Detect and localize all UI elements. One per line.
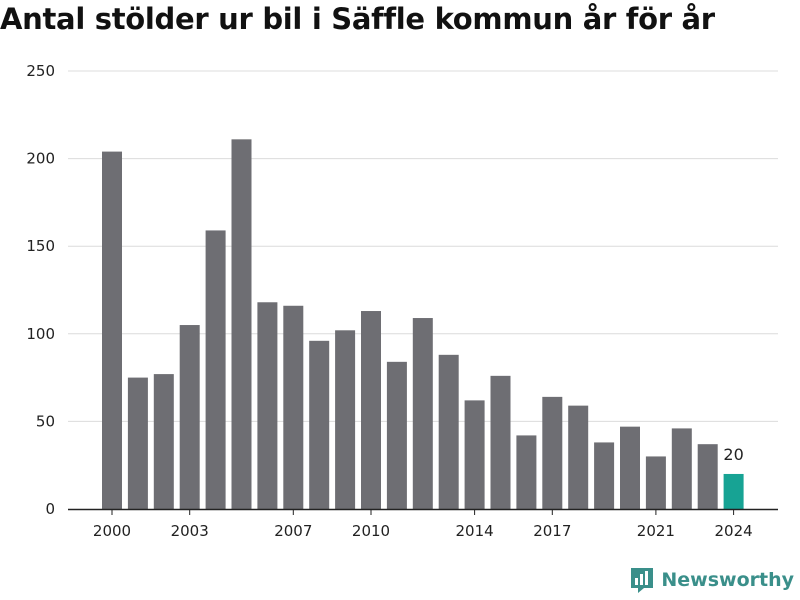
x-tick-label: 2021 (637, 522, 675, 540)
data-labels: 20 (723, 445, 743, 464)
x-tick-label: 2000 (93, 522, 131, 540)
data-label-2024: 20 (723, 445, 743, 464)
bar-2000 (102, 151, 122, 510)
brand-name: Newsworthy (661, 569, 794, 591)
y-tick-label: 200 (26, 150, 55, 168)
bar-2017 (542, 396, 563, 509)
y-tick-label: 100 (26, 325, 55, 343)
bar-2007 (283, 305, 304, 509)
bar-2002 (153, 374, 174, 509)
bar-2016 (516, 435, 537, 509)
bar-2022 (671, 428, 692, 509)
bar-2021 (645, 456, 666, 509)
y-tick-label: 250 (26, 62, 55, 80)
bars (102, 139, 744, 510)
bar-2018 (568, 405, 589, 509)
bar-2023 (697, 444, 718, 509)
y-axis-ticks: 0 50 100 150 200 250 (26, 62, 55, 518)
y-tick-label: 150 (26, 237, 55, 255)
y-tick-label: 50 (36, 412, 55, 430)
bar-2010 (361, 311, 381, 509)
bar-2014 (464, 400, 485, 509)
x-tick-label: 2024 (715, 522, 753, 540)
bar-2024 (723, 473, 744, 509)
bar-2013 (438, 354, 459, 509)
bar-2012 (412, 318, 433, 509)
bar-2019 (594, 442, 615, 509)
x-tick-label: 2003 (171, 522, 209, 540)
chart-title: Antal stölder ur bil i Säffle kommun år … (0, 2, 715, 36)
bar-2005 (231, 139, 252, 509)
bar-2006 (257, 302, 278, 509)
bar-2001 (127, 377, 148, 509)
y-tick-label: 0 (45, 500, 55, 518)
x-tick-label: 2014 (456, 522, 494, 540)
bar-2003 (179, 325, 200, 509)
x-tick-label: 2007 (274, 522, 312, 540)
x-tick-label: 2010 (352, 522, 390, 540)
bar-2004 (205, 230, 226, 509)
newsworthy-brand: Newsworthy (629, 566, 794, 594)
bar-2011 (386, 361, 407, 509)
x-axis-ticks: 2000 2003 2007 2010 2014 2017 2021 2024 (93, 509, 753, 540)
x-tick-label: 2017 (533, 522, 571, 540)
bar-2020 (620, 426, 640, 509)
bar-2008 (309, 340, 330, 509)
bar-2009 (335, 330, 356, 509)
bar-chart-bubble-icon (631, 568, 654, 593)
bar-2015 (490, 375, 511, 509)
